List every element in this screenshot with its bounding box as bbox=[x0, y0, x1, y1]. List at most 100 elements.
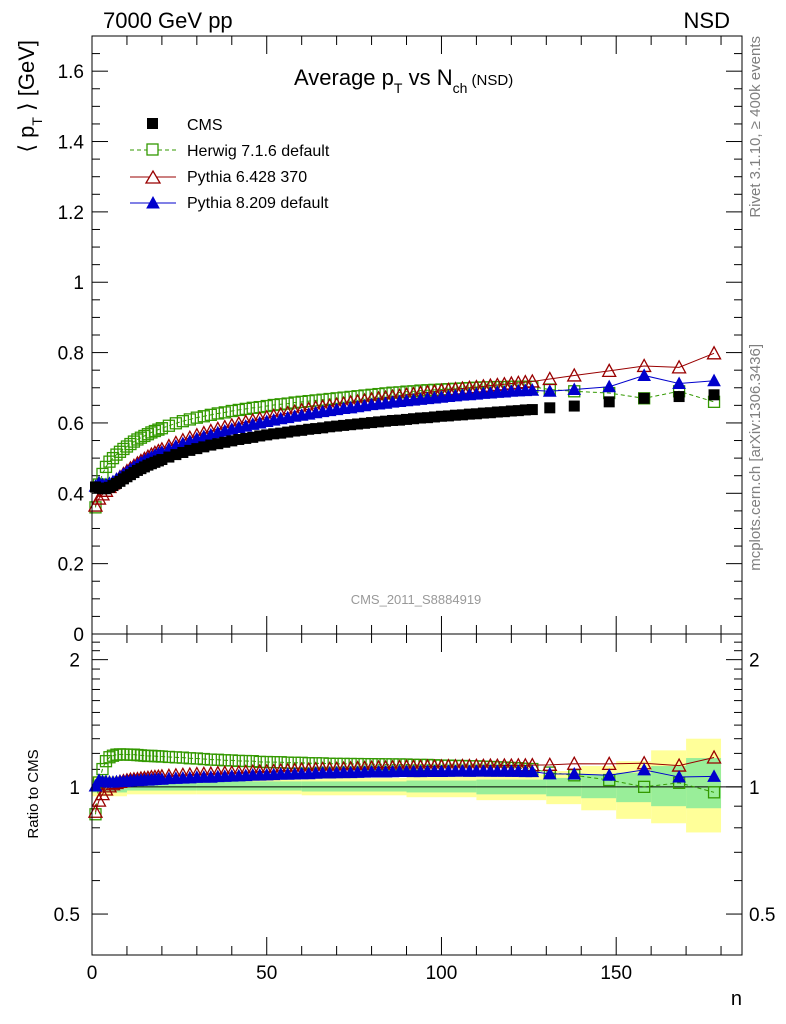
y-tick-label: 0 bbox=[73, 625, 84, 646]
data-point-pythia8 bbox=[542, 384, 557, 397]
data-point-herwig bbox=[162, 419, 176, 432]
ratio-point-herwig bbox=[190, 752, 203, 765]
data-point-herwig bbox=[281, 397, 294, 410]
data-point-cms bbox=[275, 427, 287, 439]
legend-label-pythia8: Pythia 8.209 default bbox=[187, 195, 329, 212]
y-tick-label: 1.2 bbox=[58, 203, 84, 224]
ratio-point-pythia8 bbox=[637, 762, 651, 776]
data-point-cms bbox=[428, 411, 440, 423]
data-point-herwig bbox=[89, 501, 102, 514]
data-point-cms bbox=[484, 407, 496, 419]
legend-item-cms: CMS bbox=[147, 117, 223, 134]
data-point-cms bbox=[603, 396, 615, 408]
data-point-pythia6 bbox=[601, 363, 617, 378]
data-point-cms bbox=[498, 406, 510, 418]
data-point-cms bbox=[449, 409, 461, 421]
data-point-cms bbox=[331, 420, 343, 432]
rivet-version-note: Rivet 3.1.10, ≥ 400k events bbox=[747, 36, 764, 218]
data-point-cms bbox=[268, 428, 280, 440]
legend-item-herwig: Herwig 7.1.6 default bbox=[130, 143, 330, 160]
data-point-cms bbox=[380, 415, 392, 427]
data-point-herwig bbox=[204, 408, 217, 422]
data-point-cms bbox=[219, 436, 231, 448]
data-point-cms bbox=[282, 426, 294, 438]
inner-band-segment bbox=[686, 758, 722, 809]
data-point-herwig bbox=[211, 407, 224, 420]
ratio-y-tick-label-right: 0.5 bbox=[749, 905, 775, 926]
y-tick-label: 1.6 bbox=[58, 62, 84, 83]
data-point-pythia6 bbox=[566, 367, 582, 382]
data-point-cms bbox=[470, 408, 482, 420]
legend-marker-pythia8 bbox=[146, 195, 160, 209]
ratio-point-herwig bbox=[638, 780, 651, 793]
data-point-cms bbox=[568, 400, 580, 412]
data-point-herwig bbox=[148, 424, 162, 438]
data-point-cms bbox=[261, 429, 273, 441]
data-point-cms bbox=[184, 444, 196, 456]
legend-marker-herwig bbox=[146, 143, 159, 156]
data-point-cms bbox=[205, 439, 217, 451]
data-point-cms bbox=[526, 404, 538, 416]
data-point-cms bbox=[414, 412, 426, 424]
inner-band-segment bbox=[126, 781, 197, 791]
inner-band-segment bbox=[196, 781, 302, 791]
data-point-cms bbox=[191, 443, 203, 455]
data-point-herwig bbox=[124, 437, 137, 451]
data-point-herwig bbox=[288, 396, 301, 409]
ratio-point-herwig bbox=[204, 753, 217, 766]
data-point-herwig bbox=[183, 413, 196, 426]
data-point-cms bbox=[156, 454, 168, 466]
data-point-cms bbox=[708, 389, 720, 401]
data-point-cms bbox=[324, 421, 336, 433]
x-axis-label: n bbox=[731, 988, 742, 1010]
analysis-id-watermark: CMS_2011_S8884919 bbox=[351, 592, 482, 607]
data-point-pythia6 bbox=[91, 490, 107, 505]
data-point-herwig bbox=[295, 395, 308, 408]
y-tick-label: 1 bbox=[73, 273, 84, 294]
legend-label-cms: CMS bbox=[187, 117, 223, 134]
data-point-cms bbox=[226, 435, 238, 447]
y-tick-label: 0.2 bbox=[58, 555, 84, 576]
main-data-series bbox=[87, 345, 722, 514]
ratio-point-pythia8 bbox=[602, 768, 617, 781]
data-point-cms bbox=[477, 407, 489, 419]
data-point-herwig bbox=[302, 394, 315, 408]
y-tick-label: 1.4 bbox=[58, 133, 85, 154]
data-point-cms bbox=[387, 414, 399, 426]
ratio-y-axis-label: Ratio to CMS bbox=[25, 749, 42, 838]
x-tick-label: 100 bbox=[426, 963, 458, 984]
data-point-pythia8 bbox=[707, 373, 721, 387]
data-point-pythia8 bbox=[637, 368, 651, 381]
data-point-cms bbox=[289, 425, 301, 437]
data-point-cms bbox=[212, 438, 224, 450]
data-point-cms bbox=[456, 409, 468, 421]
ratio-point-herwig bbox=[707, 786, 721, 799]
data-point-cms bbox=[240, 432, 252, 444]
data-point-cms bbox=[544, 402, 556, 414]
ratio-point-herwig bbox=[246, 755, 259, 768]
ratio-point-herwig bbox=[253, 755, 266, 769]
data-point-cms bbox=[401, 413, 413, 425]
ratio-point-herwig bbox=[260, 755, 273, 769]
data-point-cms bbox=[177, 446, 189, 458]
ratio-plot-frame bbox=[91, 633, 743, 956]
ratio-axes: 0.5 0.5 1 1 2 2 0 50 100 150 bbox=[54, 633, 775, 984]
data-point-cms bbox=[491, 406, 503, 418]
data-point-herwig bbox=[197, 410, 210, 423]
data-point-herwig bbox=[218, 406, 231, 419]
legend-label-pythia6: Pythia 6.428 370 bbox=[187, 169, 307, 186]
y-tick-label: 0.8 bbox=[58, 344, 84, 365]
data-point-cms bbox=[638, 392, 650, 404]
data-point-pythia8 bbox=[602, 379, 617, 393]
plot-title: Average pT vs Nch (NSD) bbox=[294, 65, 513, 96]
data-point-pythia6 bbox=[706, 345, 722, 360]
data-point-cms bbox=[512, 405, 524, 417]
data-point-cms bbox=[198, 441, 210, 453]
data-point-herwig bbox=[190, 411, 203, 424]
data-point-cms bbox=[247, 431, 259, 443]
data-point-cms bbox=[373, 416, 385, 428]
ratio-point-pythia6 bbox=[706, 749, 722, 764]
data-point-cms bbox=[233, 433, 245, 445]
y-tick-label: 0.4 bbox=[58, 484, 85, 505]
